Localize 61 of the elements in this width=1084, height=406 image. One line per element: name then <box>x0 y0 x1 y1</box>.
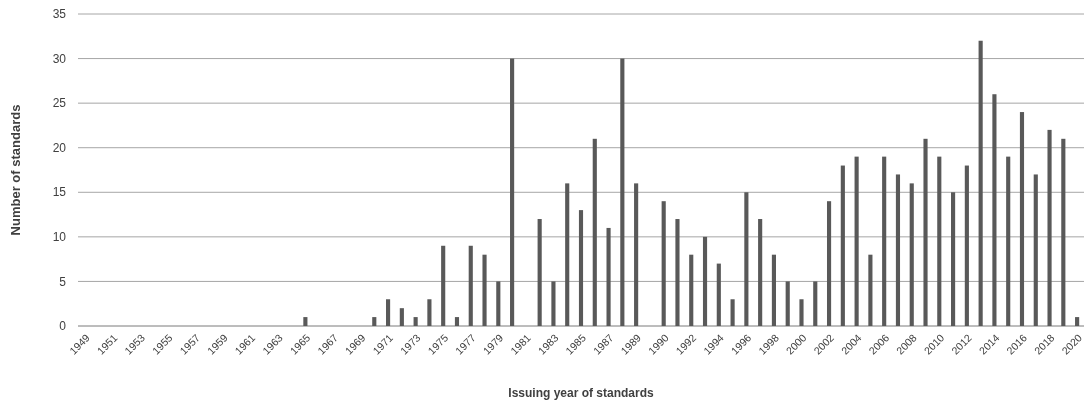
bar <box>386 299 391 326</box>
y-tick-label: 10 <box>52 230 67 245</box>
y-tick-label: 15 <box>52 185 67 200</box>
bar <box>441 245 446 326</box>
bar <box>923 138 928 326</box>
bar <box>592 138 597 326</box>
bar <box>675 219 680 326</box>
bar <box>1006 156 1011 326</box>
bar <box>702 236 708 326</box>
y-tick-label: 30 <box>52 51 67 66</box>
bar <box>661 201 666 326</box>
bar <box>482 254 487 326</box>
bar <box>1019 112 1025 326</box>
bar <box>937 156 942 326</box>
bar <box>565 183 570 326</box>
bar <box>620 58 625 326</box>
bar <box>909 183 914 326</box>
bar <box>1033 174 1038 326</box>
bar <box>882 156 887 326</box>
bar <box>978 40 983 326</box>
bar <box>1061 138 1066 326</box>
bar <box>854 156 859 326</box>
y-axis-title: Number of standards <box>8 104 23 236</box>
bar <box>951 192 956 326</box>
bar <box>413 317 418 326</box>
bar <box>716 263 721 326</box>
bar <box>868 254 873 326</box>
bar <box>399 308 404 326</box>
y-tick-label: 5 <box>59 274 67 289</box>
bar <box>758 219 763 326</box>
bar <box>1047 129 1052 326</box>
y-tick-label: 35 <box>52 7 67 22</box>
bar <box>510 58 515 326</box>
bar <box>578 210 584 326</box>
bar <box>744 192 749 326</box>
bar <box>826 201 832 326</box>
bar <box>895 174 901 326</box>
bar <box>427 299 432 326</box>
bar <box>689 254 694 326</box>
bar <box>813 281 818 326</box>
bar <box>730 299 735 326</box>
bar <box>468 245 473 326</box>
bar <box>1075 317 1080 326</box>
y-tick-label: 0 <box>59 319 67 334</box>
bar <box>992 94 997 326</box>
bar <box>840 165 845 326</box>
bar <box>634 183 639 326</box>
bar <box>606 227 611 326</box>
bar <box>454 317 460 326</box>
bar <box>799 299 804 326</box>
bar <box>372 317 377 326</box>
y-tick-label: 20 <box>52 140 67 155</box>
bar <box>964 165 969 326</box>
bar <box>303 317 308 326</box>
bar <box>537 219 542 326</box>
y-tick-label: 25 <box>52 96 67 111</box>
bar <box>771 254 776 326</box>
bar <box>785 281 790 326</box>
bar <box>551 281 556 326</box>
bar <box>496 281 501 326</box>
x-axis-title: Issuing year of standards <box>508 386 655 400</box>
